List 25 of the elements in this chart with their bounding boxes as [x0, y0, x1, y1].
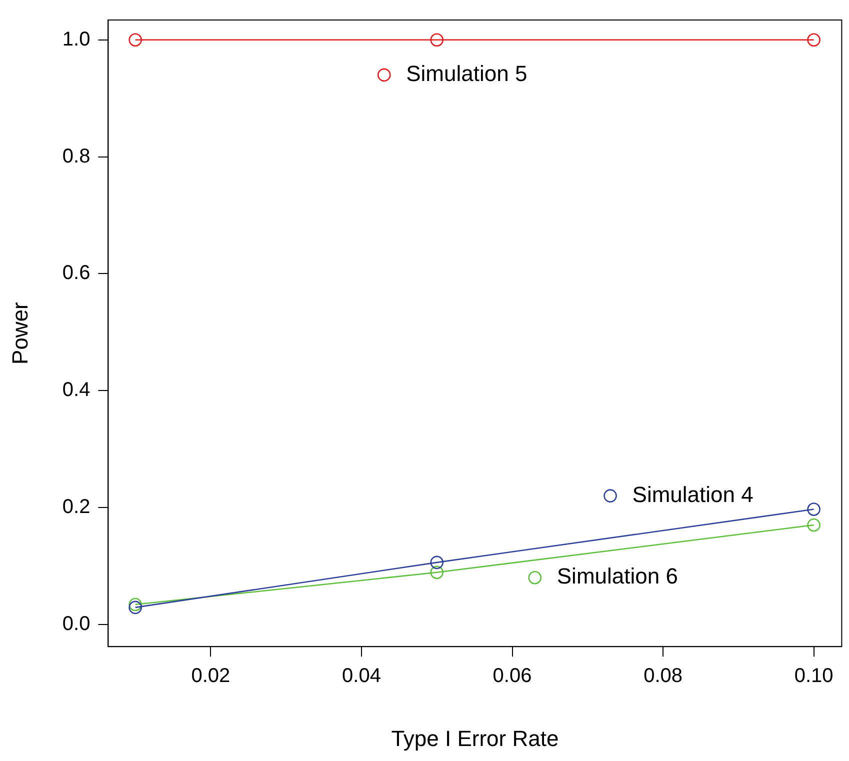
- point: [128, 600, 142, 614]
- x-tick-label: 0.04: [342, 665, 381, 688]
- point: [430, 556, 444, 570]
- y-tick-label: 0.6: [62, 262, 90, 284]
- annotation: Simulation 5: [406, 61, 528, 86]
- y-tick-label: 0.8: [62, 145, 90, 168]
- point: [807, 33, 820, 47]
- point: [128, 33, 142, 47]
- x-tick-label: 0.10: [794, 665, 834, 688]
- point: [430, 33, 444, 47]
- y-axis-title: Power: [7, 302, 32, 364]
- x-tick-label: 0.02: [191, 665, 230, 688]
- y-tick-label: 0.2: [62, 496, 90, 518]
- x-tick-label: 0.08: [644, 665, 683, 688]
- annotation: Simulation 6: [556, 564, 678, 589]
- x-tick-label: 0.06: [492, 665, 532, 688]
- annotation: Simulation 4: [632, 482, 754, 507]
- x-axis-title: Type I Error Rate: [391, 726, 559, 751]
- y-tick-label: 1.0: [62, 28, 90, 50]
- point: [807, 502, 820, 516]
- point: [128, 598, 142, 612]
- y-tick-label: 0.0: [62, 612, 90, 635]
- point: [807, 518, 820, 532]
- point: [430, 566, 444, 580]
- y-tick-label: 0.4: [62, 379, 90, 402]
